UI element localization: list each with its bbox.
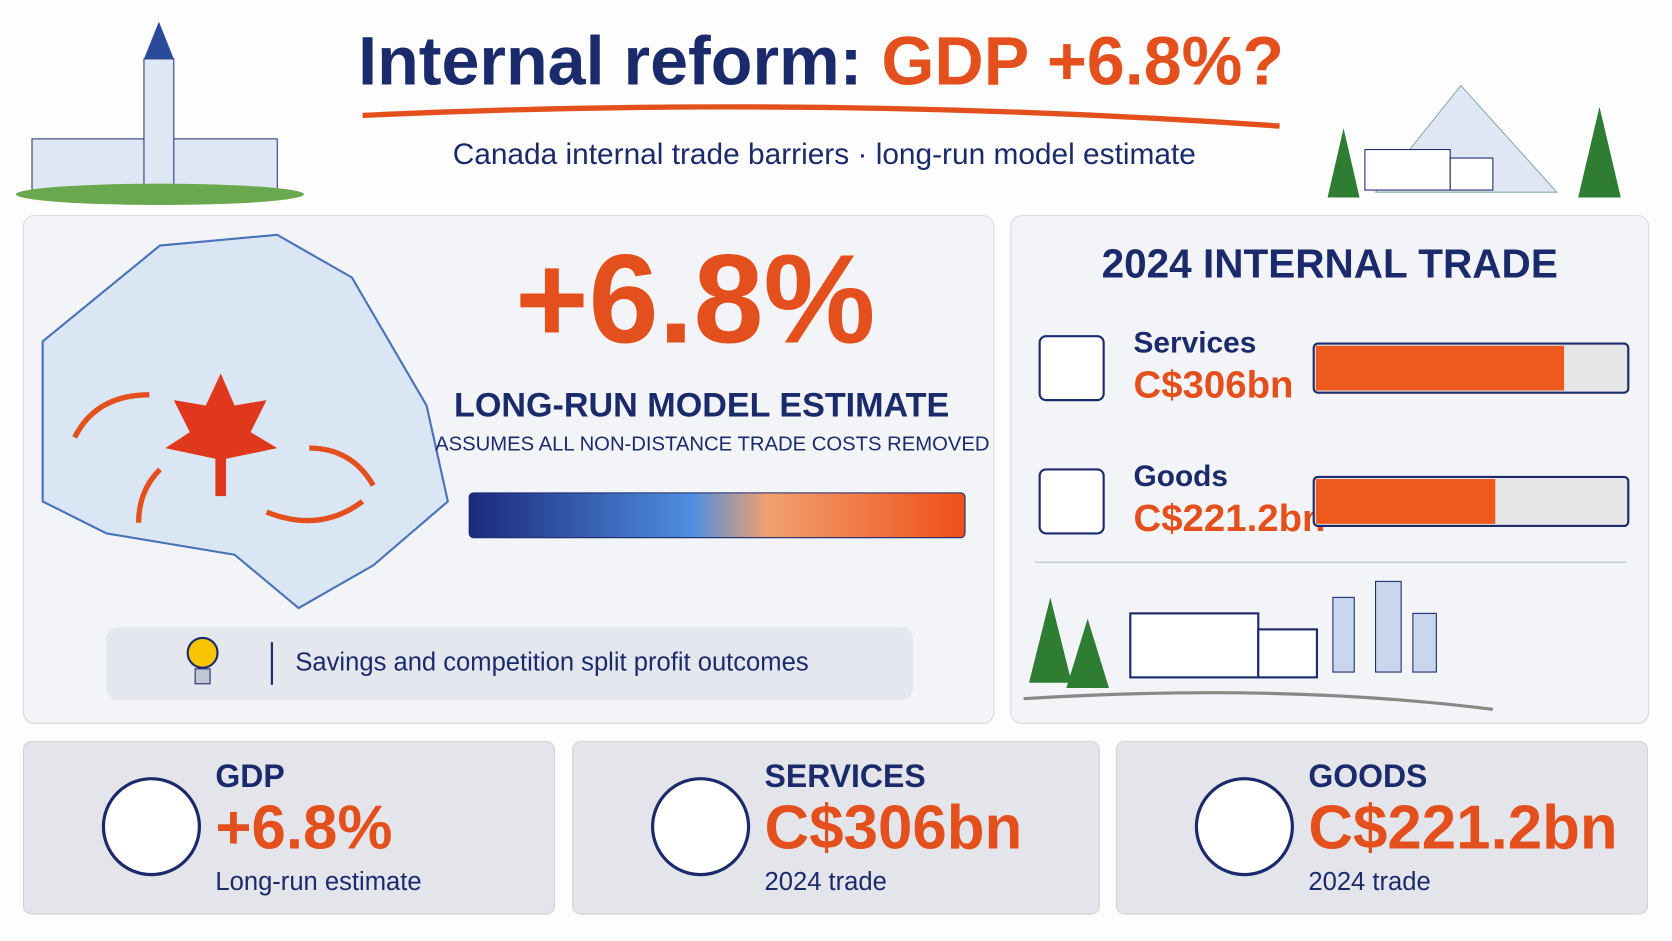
- card-icon: [1194, 777, 1294, 877]
- trade-value-label: C$221.2bn: [1134, 497, 1326, 540]
- card-label: GOODS: [1308, 758, 1427, 794]
- card-value: +6.8%: [215, 793, 392, 862]
- insight-box: [106, 627, 913, 700]
- subtitle: Canada internal trade barriers · long-ru…: [453, 138, 1196, 171]
- bar: [1315, 479, 1496, 524]
- card-value: C$306bn: [765, 793, 1023, 862]
- trade-icon: [1038, 468, 1105, 535]
- trade-value-label: C$306bn: [1134, 363, 1294, 406]
- title-prefix: Internal reform:: [358, 23, 862, 99]
- card-note: 2024 trade: [765, 868, 887, 896]
- gradient-bar: [468, 492, 966, 539]
- card-note: Long-run estimate: [215, 868, 421, 896]
- title-highlight: GDP +6.8%?: [881, 23, 1284, 99]
- trade-name: Services: [1134, 327, 1257, 360]
- trade-name: Goods: [1134, 460, 1229, 493]
- lightbulb-icon: [186, 636, 219, 685]
- hero-heading: LONG-RUN MODEL ESTIMATE: [454, 387, 949, 425]
- bar: [1315, 345, 1565, 391]
- card-value: C$221.2bn: [1308, 793, 1617, 862]
- card-icon: [101, 777, 202, 877]
- hero-value: +6.8%: [515, 229, 875, 370]
- hero-note: ASSUMES ALL NON-DISTANCE TRADE COSTS REM…: [435, 433, 989, 455]
- card-label: SERVICES: [765, 758, 926, 794]
- title-underline: [362, 104, 1280, 129]
- title: Internal reform: GDP +6.8%?: [358, 23, 1284, 99]
- truck-city-illustration: [1023, 580, 1494, 711]
- truck-illustration: [1327, 84, 1621, 198]
- canada-map: [41, 233, 450, 610]
- cards: GDP+6.8% Long-run estimate SERVICESC$306bn…: [22, 740, 1649, 915]
- trade-panel: [1010, 215, 1650, 724]
- card-label: GDP: [215, 758, 284, 794]
- insight-text: Savings and competition split profit out…: [295, 648, 808, 676]
- parliament-illustration: [15, 21, 304, 205]
- trade-title: 2024 INTERNAL TRADE: [1102, 241, 1558, 287]
- trade-icon: [1038, 335, 1105, 402]
- card-note: 2024 trade: [1308, 868, 1430, 896]
- card-icon: [650, 777, 751, 877]
